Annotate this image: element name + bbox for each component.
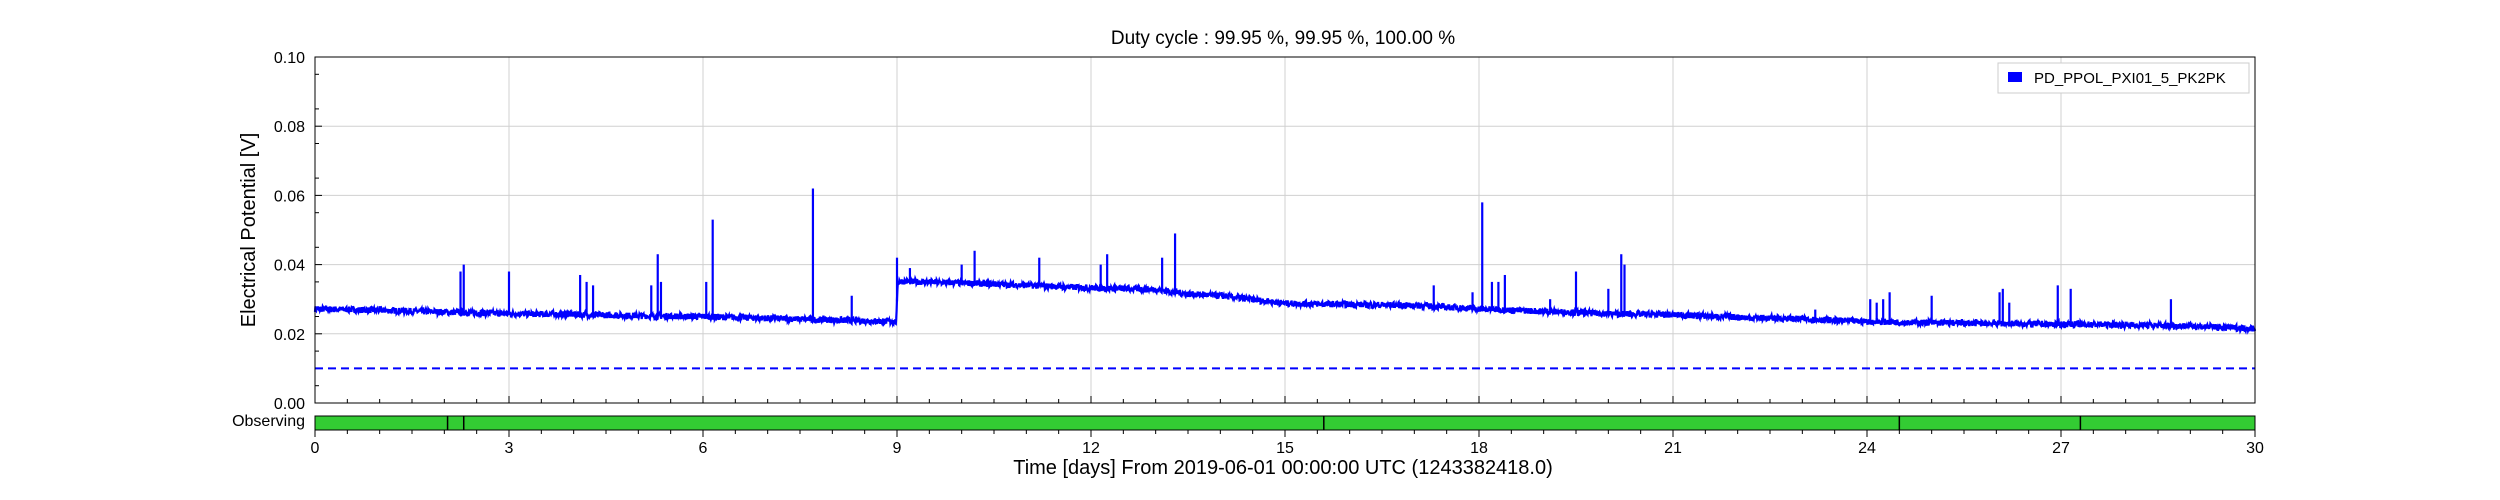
y-tick-label: 0.08 <box>274 119 305 136</box>
state-bar-label: Observing <box>232 413 305 430</box>
x-tick-label: 21 <box>1664 440 1682 457</box>
state-bar <box>314 415 2256 431</box>
y-tick-label: 0.00 <box>274 396 305 413</box>
y-tick-label: 0.02 <box>274 327 305 344</box>
series-line <box>313 274 2257 335</box>
y-axis-label: Electrical Potential [V] <box>238 133 260 328</box>
x-tick-label: 30 <box>2246 440 2264 457</box>
y-axis: 0.00 0.02 0.04 0.06 0.08 0.10 <box>274 50 322 413</box>
legend-swatch <box>2008 72 2022 82</box>
y-tick-label: 0.04 <box>274 258 305 275</box>
legend-entry: PD_PPOL_PXI01_5_PK2PK <box>2034 70 2226 87</box>
x-tick-label: 0 <box>311 440 320 457</box>
x-tick-label: 24 <box>1858 440 1876 457</box>
x-tick-label: 27 <box>2052 440 2070 457</box>
y-tick-label: 0.06 <box>274 188 305 205</box>
grid-lines <box>315 57 2255 403</box>
y-tick-label: 0.10 <box>274 50 305 67</box>
x-axis: 0 3 6 9 12 15 18 21 24 27 30 <box>311 396 2264 457</box>
legend-box <box>1997 62 2250 94</box>
chart-title: Duty cycle : 99.95 %, 99.95 %, 100.00 % <box>1111 28 1455 49</box>
x-tick-label: 15 <box>1276 440 1294 457</box>
x-tick-label: 9 <box>893 440 902 457</box>
legend: PD_PPOL_PXI01_5_PK2PK <box>1997 62 2250 94</box>
x-tick-label: 6 <box>699 440 708 457</box>
x-tick-label: 12 <box>1082 440 1100 457</box>
x-tick-label: 18 <box>1470 440 1488 457</box>
x-tick-label: 3 <box>505 440 514 457</box>
series-layer <box>313 188 2257 370</box>
state-bar-fill <box>314 415 2256 431</box>
x-axis-label: Time [days] From 2019-06-01 00:00:00 UTC… <box>1013 457 1553 479</box>
